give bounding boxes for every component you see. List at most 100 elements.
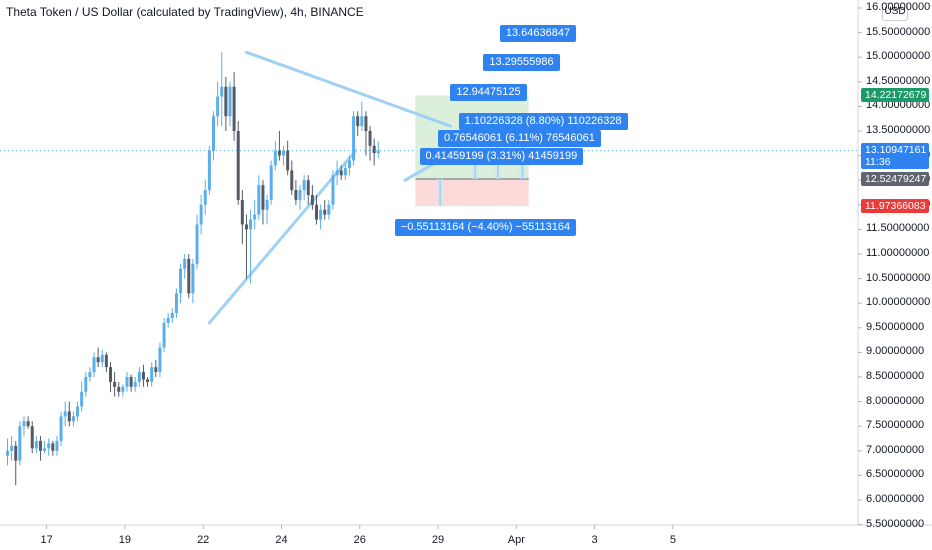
candle-body [51, 443, 55, 451]
candle-body [67, 411, 71, 422]
candle-body [343, 167, 347, 176]
x-tick-label: 5 [669, 534, 676, 546]
candle-body [339, 170, 343, 176]
candle-body [55, 440, 59, 451]
price-tag: 14.22172679 [861, 88, 929, 103]
y-tick-label: 11.00000000 [866, 247, 930, 259]
candle-body [282, 150, 286, 156]
candle-body [125, 377, 129, 387]
candle-body [141, 372, 145, 380]
stop-bar [437, 178, 444, 207]
candle-body [212, 116, 215, 151]
candle-body [335, 170, 339, 176]
y-tick-label: 9.50000000 [866, 320, 925, 333]
candle-body [158, 347, 162, 373]
candle-body [137, 372, 141, 382]
candle-body [166, 317, 170, 323]
candle-body [298, 190, 302, 200]
candle-body [100, 354, 104, 363]
candle-body [199, 204, 203, 225]
candle-body [96, 357, 100, 363]
y-tick-label: 16.00000000 [866, 1, 931, 13]
y-tick-label: 6.00000000 [866, 493, 925, 505]
y-tick-label: 10.50000000 [866, 271, 931, 284]
x-tick-label: 19 [118, 534, 132, 546]
x-tick-label: Apr [507, 534, 525, 546]
candle-body [22, 421, 26, 427]
y-tick-label: 13.50000000 [866, 124, 931, 136]
candle-body [154, 367, 158, 373]
chart-title: Theta Token / US Dollar (calculated by T… [6, 5, 364, 19]
candle-body [170, 313, 174, 318]
candle-body [183, 258, 187, 269]
y-tick-label: 14.50000000 [866, 74, 931, 87]
candle-body [356, 116, 360, 127]
x-tick-label: 3 [591, 534, 598, 546]
candle-body [88, 372, 92, 377]
candle-body [347, 160, 351, 168]
measure-callout: 12.94475125 [450, 83, 527, 101]
candle-body [195, 224, 199, 264]
candle-body [253, 214, 257, 220]
candle-body [315, 204, 318, 220]
y-tick-label: 7.50000000 [866, 419, 925, 432]
candle-body [10, 445, 14, 451]
candle-body [80, 391, 84, 407]
candle-body [59, 416, 63, 441]
candle-body [179, 268, 183, 294]
candle-body [38, 440, 42, 451]
candle-body [273, 150, 277, 166]
candle-body [121, 386, 125, 392]
x-tick-label: 26 [353, 534, 366, 546]
candle-body [277, 150, 281, 156]
candle-body [257, 185, 261, 215]
candle-body [34, 440, 38, 449]
candle-body [162, 322, 166, 348]
triangle-trendline [244, 50, 452, 128]
candle-body [71, 416, 75, 422]
candle-body [265, 199, 269, 210]
triangle-trendline [207, 149, 358, 325]
target-bar [472, 155, 479, 179]
y-tick-label: 15.50000000 [866, 25, 931, 38]
candle-body [63, 411, 67, 417]
measure-callout: −0.55113164 (−4.40%) −55113164 [394, 218, 577, 236]
measure-callout: 13.29555986 [483, 54, 560, 72]
candle-body [216, 96, 220, 117]
y-tick-label: 11.50000000 [866, 222, 930, 235]
candle-body [249, 219, 253, 230]
x-tick-label: 17 [40, 534, 53, 546]
candle-body [269, 165, 273, 200]
y-tick-label: 14.00000000 [866, 99, 931, 112]
candle-body [240, 199, 244, 225]
candle-body [174, 293, 178, 314]
candle-body [84, 377, 88, 392]
candle-body [92, 357, 96, 373]
measure-callout: 13.64636847 [499, 24, 577, 42]
candle-body [133, 381, 137, 387]
candle-body [47, 443, 51, 449]
candle-body [30, 426, 34, 449]
candle-body [18, 426, 22, 461]
candle-body [319, 209, 323, 220]
measure-callout: 0.41459199 (3.31%) 41459199 [419, 148, 584, 166]
candle-body [187, 258, 191, 294]
candle-body [244, 224, 248, 230]
price-tag: 13.10947161 [861, 143, 929, 158]
candle-body [6, 450, 9, 456]
y-tick-label: 15.00000000 [866, 50, 931, 63]
candle-body [43, 448, 47, 451]
y-tick-label: 8.50000000 [866, 370, 925, 382]
candle-body [207, 150, 211, 191]
candle-body [14, 445, 18, 461]
candle-body [224, 86, 228, 117]
currency-button[interactable]: USD [882, 3, 908, 21]
candle-body [368, 131, 372, 146]
candle-body [310, 194, 314, 205]
candle-body [364, 116, 368, 131]
candle-body [232, 86, 236, 131]
candle-body [352, 116, 356, 161]
price-tag: 11:36 [861, 155, 929, 170]
